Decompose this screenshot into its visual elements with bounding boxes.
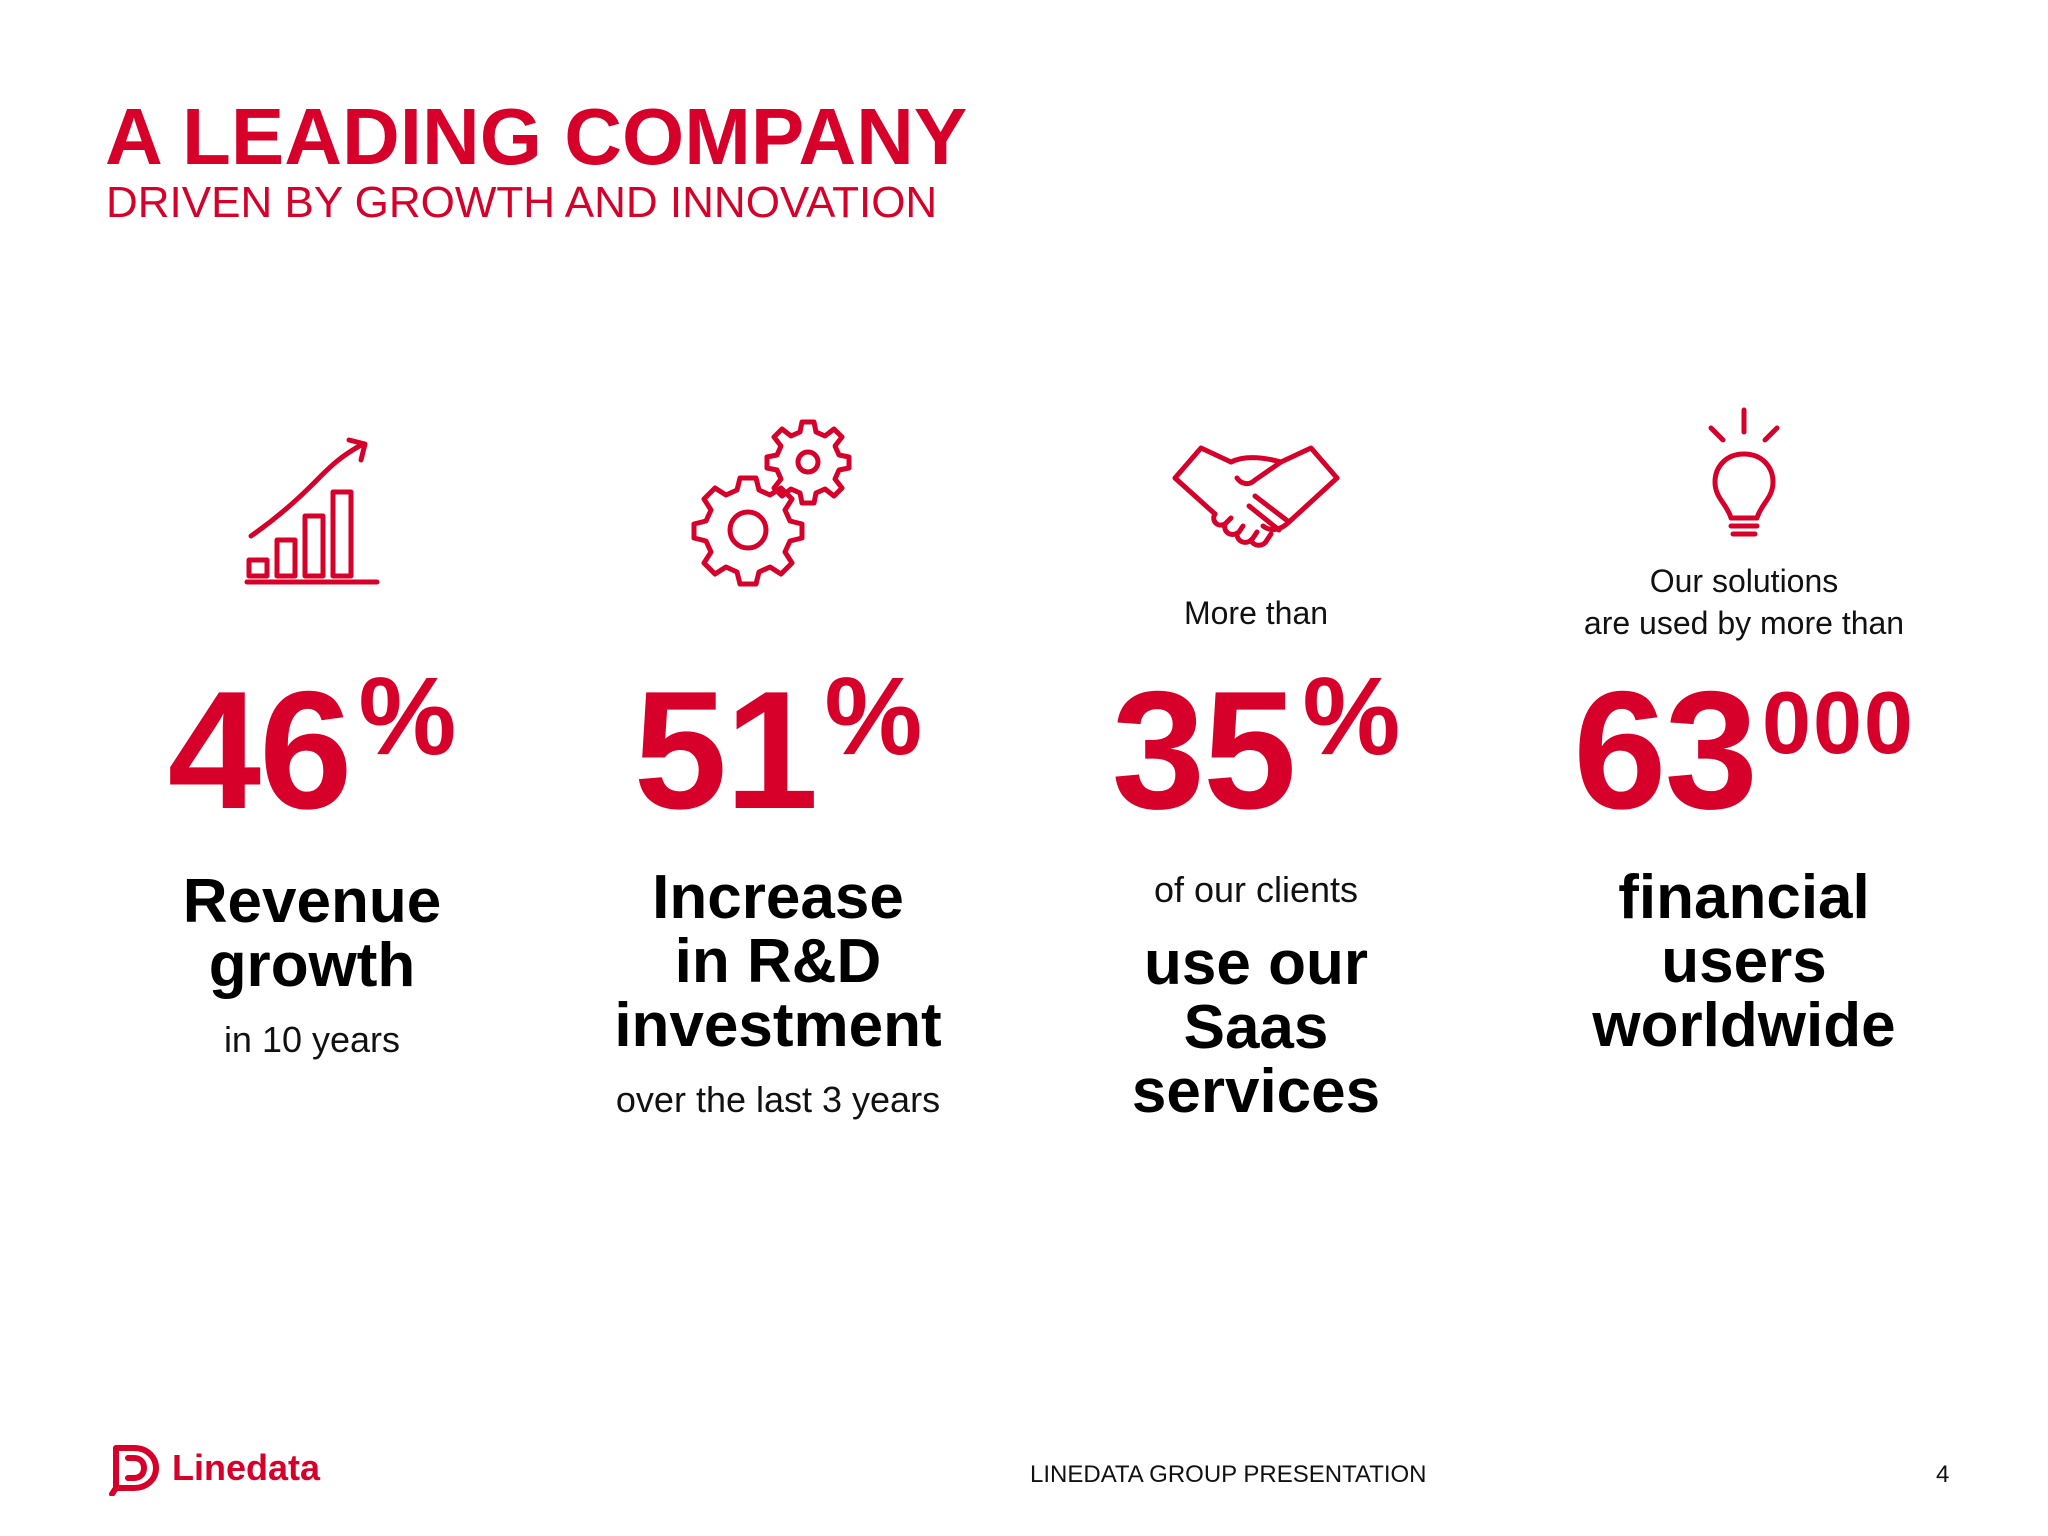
handshake-icon — [1026, 440, 1486, 550]
stat-pretext-users: Our solutions are used by more than — [1583, 563, 1905, 641]
stat-column-users: Our solutions are used by more than 6300… — [1514, 400, 1974, 1100]
stat-pretext-saas: More than — [1183, 595, 1329, 631]
stat-value-users: 63000 — [1573, 656, 1915, 844]
page-title: A LEADING COMPANY — [105, 92, 968, 181]
stat-subtext-revenue: in 10 years — [223, 1019, 401, 1060]
page-subtitle: DRIVEN BY GROWTH AND INNOVATION — [106, 178, 938, 227]
linedata-logo: Linedata — [106, 1440, 320, 1496]
stat-column-rd: 51% Increase in R&D investment over the … — [548, 400, 1008, 1140]
stat-description-saas: use our Saas services — [1131, 929, 1381, 1126]
stat-description-revenue: Revenue growth — [182, 867, 442, 1000]
stat-description-rd: Increase in R&D investment — [614, 863, 942, 1060]
stat-midtext-saas: of our clients — [1153, 869, 1359, 910]
stat-description-users: financial users worldwide — [1592, 863, 1896, 1060]
gears-icon — [548, 410, 1008, 590]
brand-name: Linedata — [172, 1447, 321, 1488]
stat-value-rd: 51% — [633, 655, 923, 844]
growth-chart-icon — [82, 432, 542, 592]
stat-value-revenue: 46% — [167, 655, 457, 844]
stat-column-revenue: 46% Revenue growth in 10 years — [82, 420, 542, 1120]
footer-title: LINEDATA GROUP PRESENTATION — [1030, 1461, 1427, 1488]
page-number: 4 — [1936, 1461, 1950, 1488]
lightbulb-icon — [1514, 406, 1974, 546]
stat-value-saas: 35% — [1111, 655, 1401, 844]
stat-column-saas: More than 35% of our clients use our Saa… — [1026, 430, 1486, 1150]
linedata-logo-icon — [109, 1445, 159, 1496]
stat-subtext-rd: over the last 3 years — [615, 1079, 941, 1120]
